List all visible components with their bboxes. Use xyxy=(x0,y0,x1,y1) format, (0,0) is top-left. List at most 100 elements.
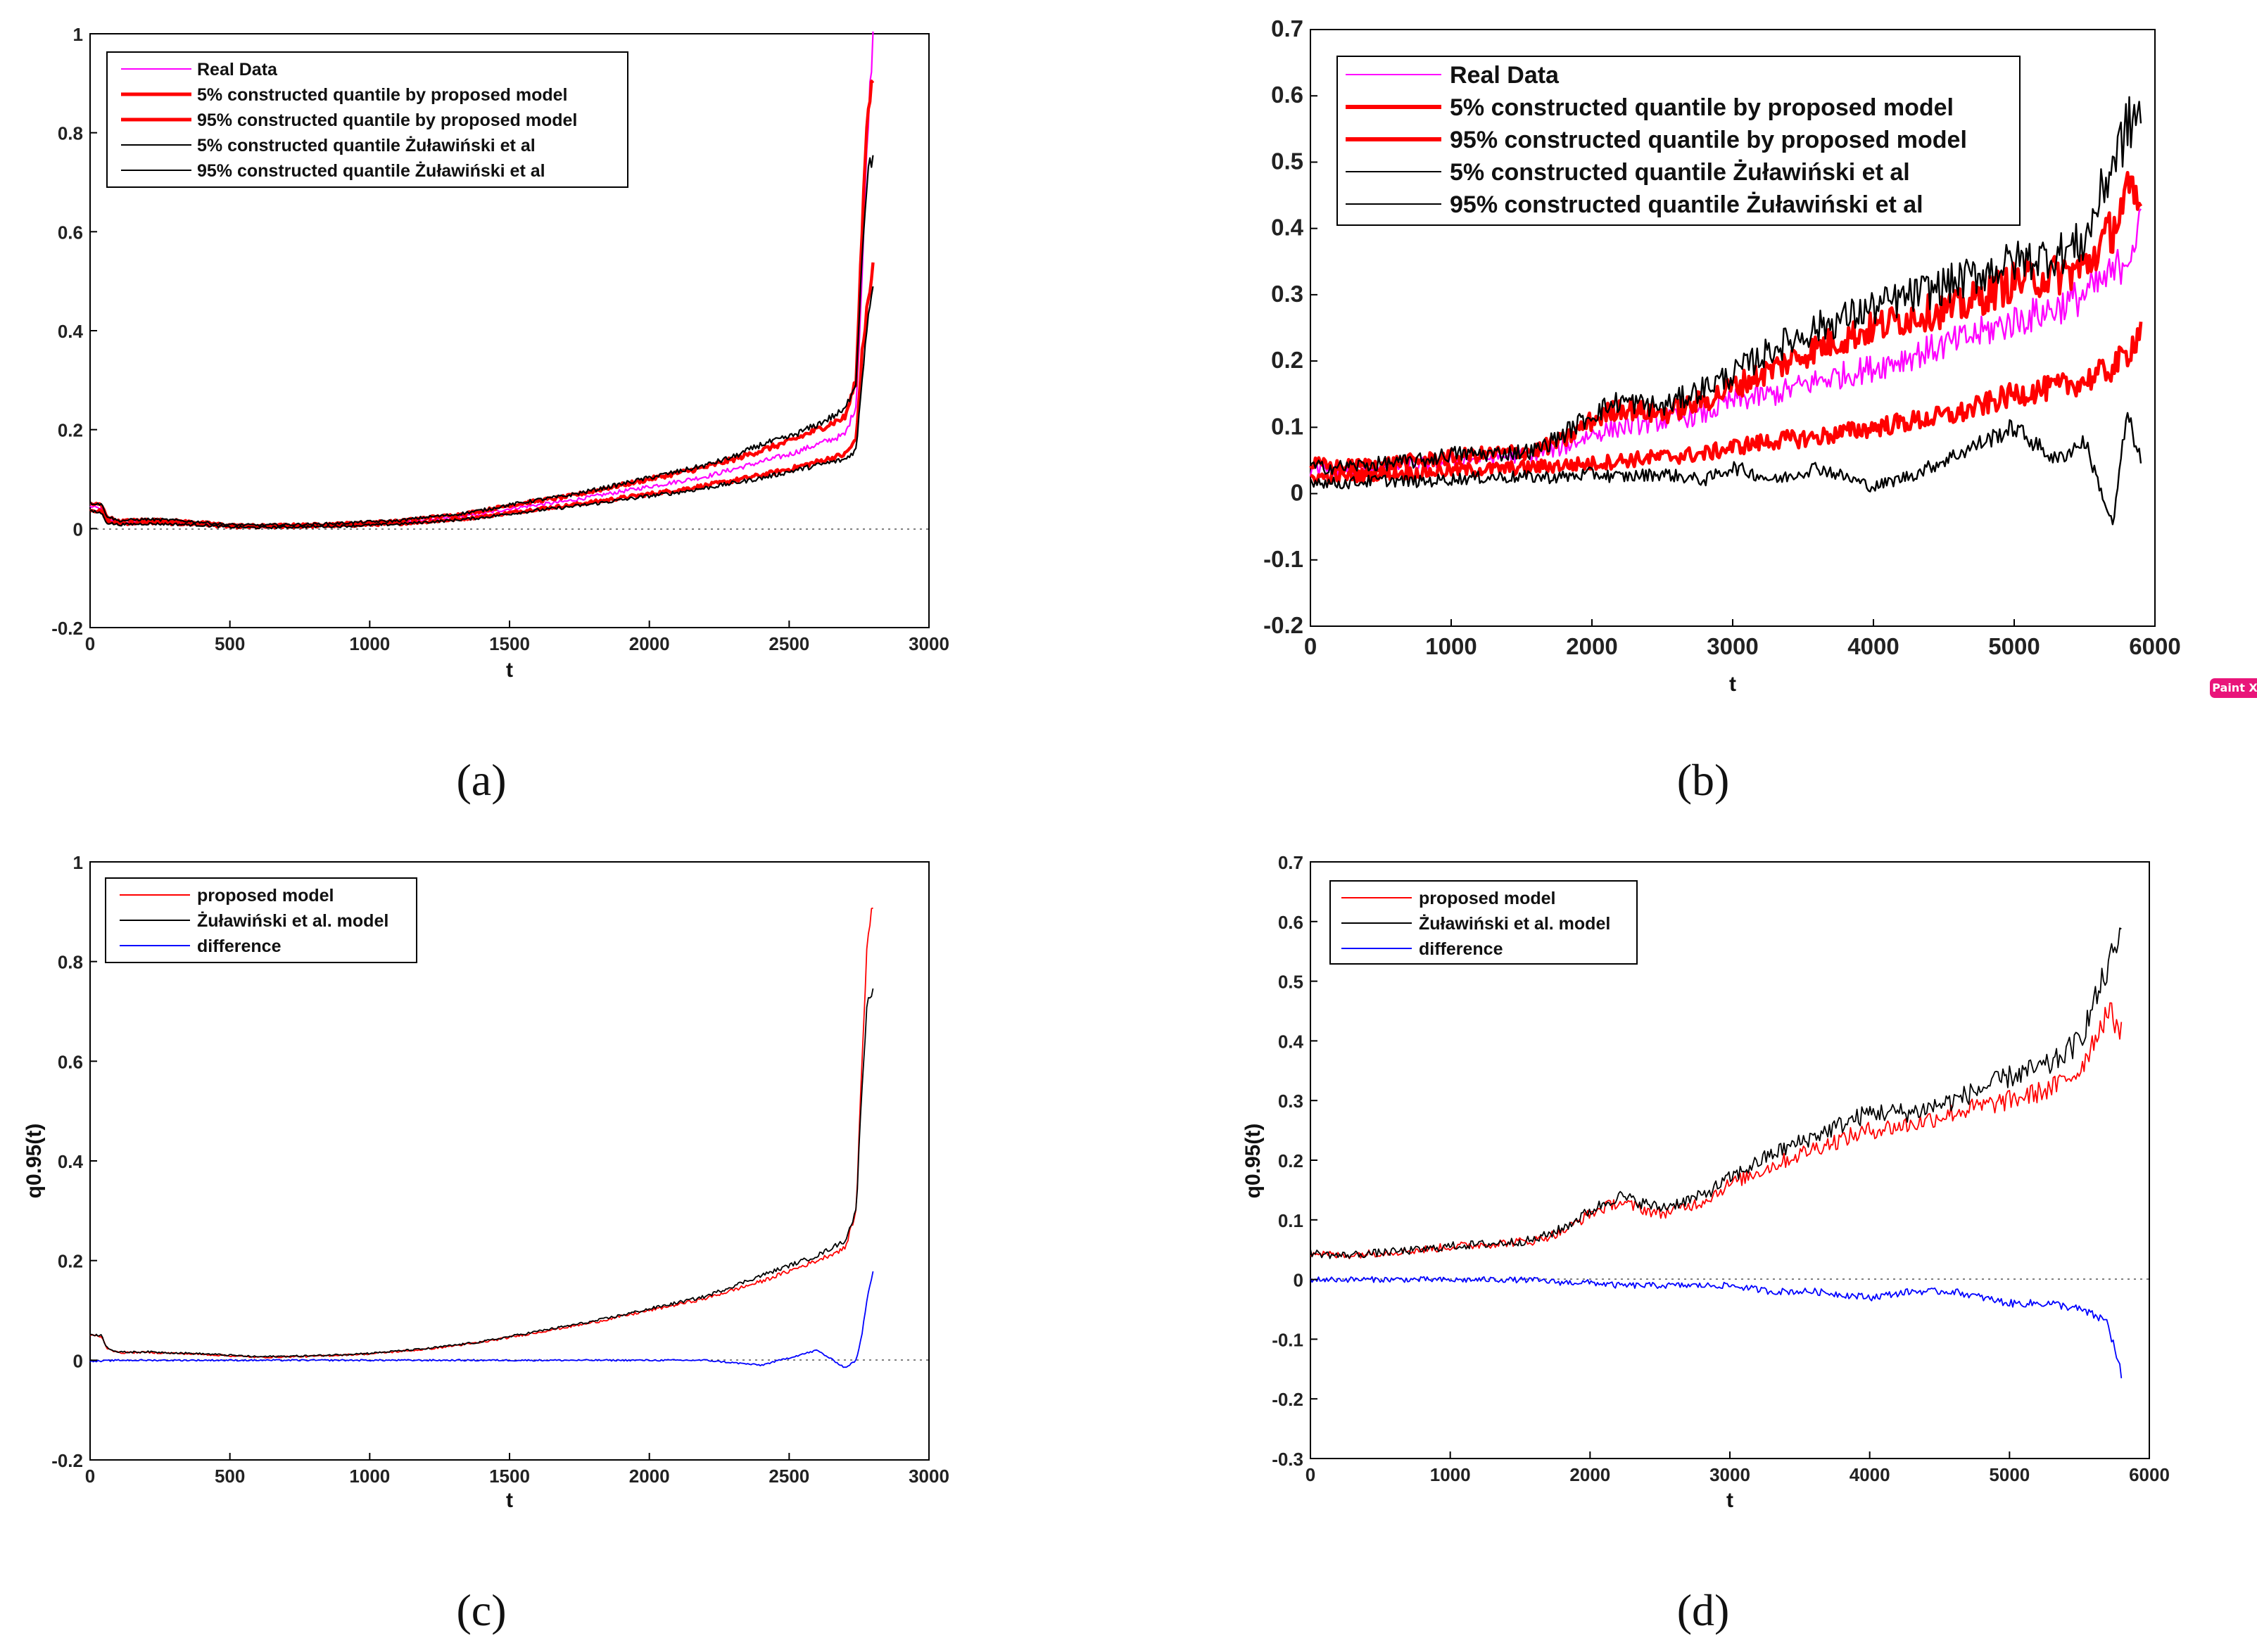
xtick-label-c-0: 0 xyxy=(85,1466,95,1487)
ytick-label-c-5: 0.8 xyxy=(58,952,83,973)
panel-c: 0 500 1000 1500 2000 2500 3000-0.200.20.40.60.… xyxy=(23,852,949,1635)
ytick-label-d-1: -0.2 xyxy=(1272,1389,1303,1410)
ytick-label-b-6: 0.4 xyxy=(1271,215,1304,241)
xtick-label-d-1: 1000 xyxy=(1430,1464,1471,1485)
ytick-label-d-5: 0.2 xyxy=(1278,1150,1303,1171)
legend-label-prop95-a: 95% constructed quantile by proposed mod… xyxy=(197,110,577,130)
xtick-label-a-1: 500 xyxy=(215,633,245,654)
series-line-a-4 xyxy=(89,155,874,528)
legend-label-zul-c: Żuławiński et al. model xyxy=(197,911,388,931)
ytick-label-b-8: 0.6 xyxy=(1271,82,1303,108)
legend-label-zul5-a: 5% constructed quantile Żuławiński et al xyxy=(197,136,536,155)
ytick-label-c-6: 1 xyxy=(73,852,83,873)
panel-d: 0 1000 2000 3000 4000 5000 6000 -0.3 -0.2 -0.1 0 0.… xyxy=(1241,852,2170,1635)
series-line-d-1 xyxy=(1310,927,2122,1259)
xtick-label-c-6: 3000 xyxy=(909,1466,949,1487)
xtick-label-d-4: 4000 xyxy=(1850,1464,1890,1485)
xtick-label-b-3: 3000 xyxy=(1707,633,1758,659)
series-group-a xyxy=(89,31,875,530)
legend-label-diff-d: difference xyxy=(1419,939,1503,959)
ytick-label-a-6: 1 xyxy=(73,24,83,45)
xlabel-d: t xyxy=(1726,1489,1733,1512)
series-line-a-3 xyxy=(89,286,874,530)
xtick-label-b-0: 0 xyxy=(1304,633,1317,659)
ytick-label-b-3: 0.1 xyxy=(1271,413,1303,439)
xtick-label-a-5: 2500 xyxy=(769,633,809,654)
ytick-label-c-1: 0 xyxy=(73,1350,83,1371)
series-line-d-0 xyxy=(1310,1002,2123,1259)
xtick-label-d-2: 2000 xyxy=(1569,1464,1610,1485)
xtick-label-b-1: 1000 xyxy=(1425,633,1477,659)
legend-a: Real Data 5% constructed quantile by pro… xyxy=(106,51,628,188)
legend-c: proposed model Żuławiński et al. model d… xyxy=(105,877,417,963)
ytick-label-d-4: 0.1 xyxy=(1278,1210,1303,1231)
ytick-label-a-1: 0 xyxy=(73,519,83,540)
xtick-label-d-3: 3000 xyxy=(1709,1464,1750,1485)
legend-label-proposed-d: proposed model xyxy=(1419,889,1555,908)
ytick-label-b-1: -0.1 xyxy=(1263,546,1303,572)
ytick-label-a-0: -0.2 xyxy=(51,618,83,639)
ylabel-c: q0.95(t) xyxy=(23,1124,46,1199)
legend-label-zul5-b: 5% constructed quantile Żuławiński et al xyxy=(1450,159,1910,186)
paint-x-lite-badge[interactable]: Paint X lite xyxy=(2210,678,2257,698)
panel-a: 0 500 1000 1500 2000 2500 3000-0.200.20.40.60.… xyxy=(51,24,949,805)
legend-d: proposed model Żuławiński et al. model d… xyxy=(1329,880,1638,965)
ticks-group-b: 0 1000 2000 3000 4000 5000 6000 -0.2 -0.1 0 0.1 0.2… xyxy=(1263,15,2181,659)
series-line-b-1 xyxy=(1310,322,2143,485)
legend-box-a xyxy=(106,51,628,188)
xtick-label-a-0: 0 xyxy=(85,633,95,654)
ytick-label-d-9: 0.6 xyxy=(1278,912,1303,933)
legend-label-zul95-b: 95% constructed quantile Żuławiński et a… xyxy=(1450,191,1923,218)
legend-label-real-b: Real Data xyxy=(1450,62,1560,89)
xtick-label-b-6: 6000 xyxy=(2129,633,2180,659)
series-group-b xyxy=(1309,96,2143,526)
xlabel-c: t xyxy=(506,1489,513,1512)
xtick-label-b-4: 4000 xyxy=(1847,633,1899,659)
xtick-label-a-4: 2000 xyxy=(629,633,670,654)
series-line-d-2 xyxy=(1310,1276,2123,1379)
caption-a: (a) xyxy=(456,755,506,805)
xtick-label-c-5: 2500 xyxy=(769,1466,809,1487)
ticks-group-c: 0 500 1000 1500 2000 2500 3000-0.200.20.40.60.… xyxy=(51,852,949,1487)
xtick-label-a-3: 1500 xyxy=(489,633,530,654)
ytick-label-d-7: 0.4 xyxy=(1278,1031,1304,1052)
ytick-label-d-3: 0 xyxy=(1294,1270,1303,1291)
xtick-label-c-2: 1000 xyxy=(349,1466,390,1487)
legend-label-prop5-a: 5% constructed quantile by proposed mode… xyxy=(197,85,567,105)
caption-b: (b) xyxy=(1677,755,1730,805)
xtick-label-a-2: 1000 xyxy=(349,633,390,654)
series-line-b-4 xyxy=(1309,96,2142,475)
xtick-label-d-5: 5000 xyxy=(1989,1464,2030,1485)
caption-d: (d) xyxy=(1677,1585,1730,1635)
ticks-group-d: 0 1000 2000 3000 4000 5000 6000 -0.3 -0.2 -0.1 0 0.… xyxy=(1272,852,2170,1485)
ticks-group-a: 0 500 1000 1500 2000 2500 3000-0.200.20.40.60.… xyxy=(51,24,949,654)
panel-b: 0 1000 2000 3000 4000 5000 6000 -0.2 -0.1 0 0.1 0.2… xyxy=(1263,15,2181,805)
ytick-label-a-3: 0.4 xyxy=(58,321,84,342)
series-group-c xyxy=(89,907,874,1368)
ytick-label-c-3: 0.4 xyxy=(58,1151,84,1172)
legend-label-prop5-b: 5% constructed quantile by proposed mode… xyxy=(1450,94,1954,121)
ytick-label-a-5: 0.8 xyxy=(58,123,83,144)
xtick-label-a-6: 3000 xyxy=(909,633,949,654)
ytick-label-d-0: -0.3 xyxy=(1272,1449,1303,1470)
series-group-d xyxy=(1310,927,2123,1379)
legend-b: Real Data 5% constructed quantile by pro… xyxy=(1336,56,2021,226)
ytick-label-c-4: 0.6 xyxy=(58,1051,83,1072)
legend-label-real-a: Real Data xyxy=(197,60,278,80)
legend-label-prop95-b: 95% constructed quantile by proposed mod… xyxy=(1450,127,1967,153)
ytick-label-d-10: 0.7 xyxy=(1278,852,1303,873)
xtick-label-b-5: 5000 xyxy=(1988,633,2040,659)
ytick-label-c-0: -0.2 xyxy=(51,1450,83,1471)
legend-label-zul95-a: 95% constructed quantile Żuławiński et a… xyxy=(197,161,545,181)
xtick-label-b-2: 2000 xyxy=(1566,633,1617,659)
ytick-label-c-2: 0.2 xyxy=(58,1251,83,1272)
ylabel-d: q0.95(t) xyxy=(1241,1124,1265,1199)
ytick-label-b-0: -0.2 xyxy=(1263,612,1303,638)
ytick-label-b-5: 0.3 xyxy=(1271,281,1303,307)
xtick-label-c-3: 1500 xyxy=(489,1466,530,1487)
xtick-label-d-0: 0 xyxy=(1305,1464,1315,1485)
ytick-label-b-2: 0 xyxy=(1291,480,1303,506)
xtick-label-d-6: 6000 xyxy=(2129,1464,2170,1485)
legend-box-b xyxy=(1336,56,2021,226)
